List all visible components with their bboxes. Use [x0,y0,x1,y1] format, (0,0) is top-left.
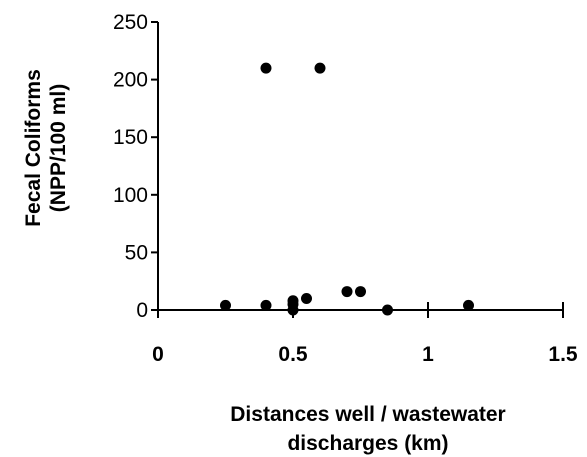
y-tick-label: 250 [113,11,148,34]
y-tick-label: 0 [136,299,148,322]
x-axis-ticks: 0 0.5 1 1.5 [152,302,578,366]
data-point [314,62,326,74]
data-point [382,304,393,316]
y-tick-label: 200 [113,69,148,92]
data-point [260,62,272,74]
x-tick-label: 0.5 [278,343,308,366]
y-axis-ticks: 0 50 100 150 200 250 [113,11,158,322]
x-axis-title-line-2: discharges (km) [287,432,448,455]
x-tick-label: 1 [422,343,434,366]
y-tick-label: 150 [113,126,148,149]
data-points [220,62,474,316]
x-tick-label: 0 [152,343,164,366]
data-point [260,299,272,311]
data-point [463,299,474,311]
y-axis-title-line-1: Fecal Coliforms [22,69,45,227]
y-axis-title: Fecal Coliforms (NPP/100 ml) [22,69,70,227]
data-point [341,286,353,298]
x-axis-title-line-1: Distances well / wastewater [230,403,505,426]
x-axis-title: Distances well / wastewater discharges (… [230,403,505,455]
y-tick-label: 100 [113,184,148,207]
x-tick-label: 1.5 [548,343,578,366]
axes [157,22,563,311]
data-point [220,299,231,311]
data-point [301,292,312,304]
data-point [287,295,299,307]
data-point [355,286,366,298]
y-tick-label: 50 [125,241,148,264]
y-axis-title-line-2: (NPP/100 ml) [47,84,70,212]
